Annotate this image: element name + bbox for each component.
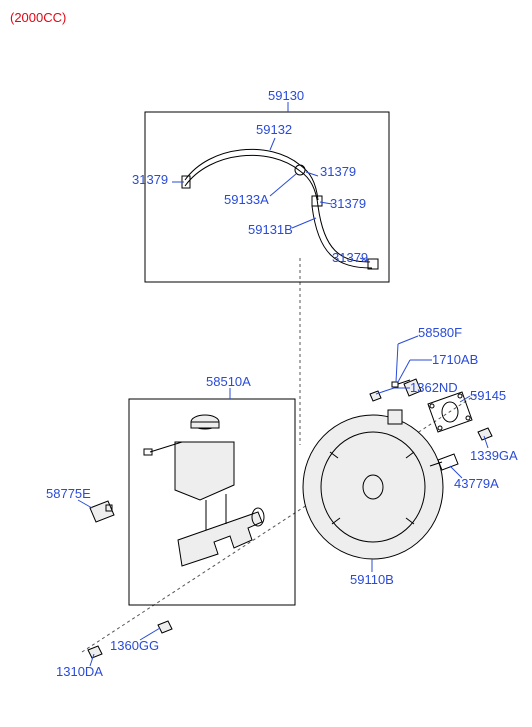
lbl-43779A: 43779A (454, 476, 499, 491)
leader-58580F-v (396, 344, 398, 382)
part-master-cylinder (178, 512, 262, 566)
lbl-58775E: 58775E (46, 486, 91, 501)
header-text: (2000CC) (10, 10, 66, 25)
gasket-h2 (458, 394, 462, 398)
lbl-58510A: 58510A (206, 374, 251, 389)
lbl-1360GG: 1360GG (110, 638, 159, 653)
lbl-31379c: 31379 (330, 196, 366, 211)
leader-59132 (270, 138, 275, 150)
lbl-1710AB: 1710AB (432, 352, 478, 367)
lbl-58580F: 58580F (418, 325, 462, 340)
leader-1710AB-a (398, 360, 410, 382)
lbl-59131B: 59131B (248, 222, 293, 237)
gasket-h3 (466, 416, 470, 420)
part-bolt-head-1710AB (392, 382, 398, 387)
part-nut-1360GG (158, 621, 172, 633)
part-connector-59133A (295, 165, 305, 175)
lbl-31379a: 31379 (132, 172, 168, 187)
lbl-59130: 59130 (268, 88, 304, 103)
booster-checkvalve (388, 410, 402, 424)
gasket-h1 (430, 404, 434, 408)
leader-59131B (292, 218, 316, 228)
lbl-1339GA: 1339GA (470, 448, 518, 463)
part-cap-neck (191, 422, 219, 428)
lbl-59110B: 59110B (350, 572, 394, 587)
lbl-59133A: 59133A (224, 192, 269, 207)
lbl-31379d: 31379 (332, 250, 368, 265)
leader-58775E (78, 500, 92, 508)
lbl-1362ND: 1362ND (410, 380, 458, 395)
leader-58580F (398, 336, 418, 344)
leader-59133A (270, 174, 296, 196)
lbl-59145: 59145 (470, 388, 506, 403)
group-box-58510A (129, 399, 295, 605)
part-booster-outer (303, 415, 443, 559)
leader-31379b (306, 172, 318, 176)
part-nut-1310DA (88, 646, 102, 658)
gasket-h4 (438, 426, 442, 430)
lbl-59132: 59132 (256, 122, 292, 137)
lbl-31379b: 31379 (320, 164, 356, 179)
part-reservoir (175, 442, 234, 500)
lbl-1310DA: 1310DA (56, 664, 103, 679)
leader-1362ND (376, 388, 394, 394)
diagram-stage: { "header": { "text": "(2000CC)", "color… (0, 0, 532, 727)
